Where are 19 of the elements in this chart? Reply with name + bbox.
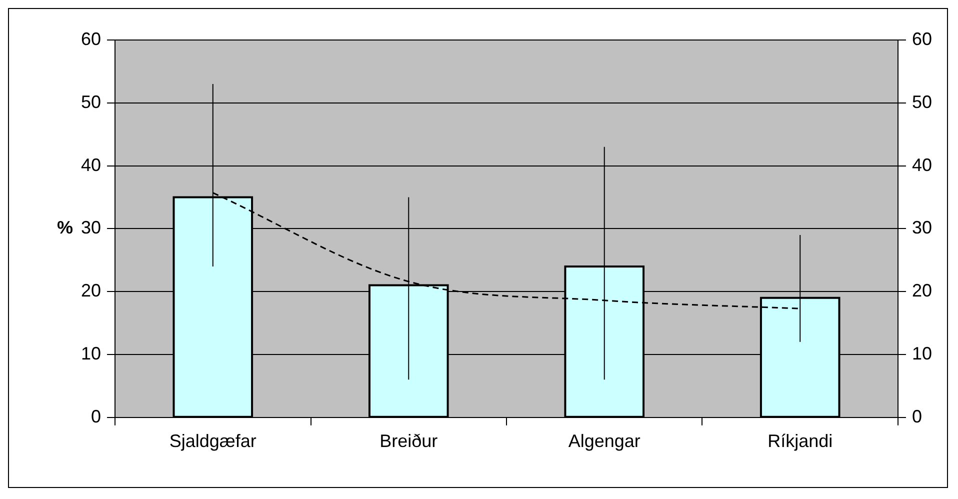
y2-tick-label: 0 [912, 406, 922, 426]
x-tick-label: Sjaldgæfar [169, 431, 256, 452]
y-axis-title: % [57, 218, 74, 238]
y-tick-label: 20 [80, 280, 102, 301]
y2-tick-label: 40 [912, 154, 932, 175]
y-tick-label: 50 [80, 92, 102, 112]
y-tick-label: 40 [80, 154, 102, 175]
y-tick-label: 30 [80, 218, 102, 238]
y2-tick-label: 20 [912, 280, 932, 301]
x-tick-label: Breiður [380, 431, 438, 452]
y-tick-label: 10 [80, 343, 102, 364]
y2-tick-label: 60 [912, 28, 932, 49]
y2-tick-label: 30 [912, 218, 932, 238]
y-tick-label: 0 [91, 406, 102, 426]
x-tick-label: Ríkjandi [768, 431, 833, 452]
x-tick-label: Algengar [568, 431, 640, 452]
y-tick-label: 60 [80, 28, 102, 49]
y2-tick-label: 10 [912, 343, 932, 364]
y2-tick-label: 50 [912, 92, 932, 112]
